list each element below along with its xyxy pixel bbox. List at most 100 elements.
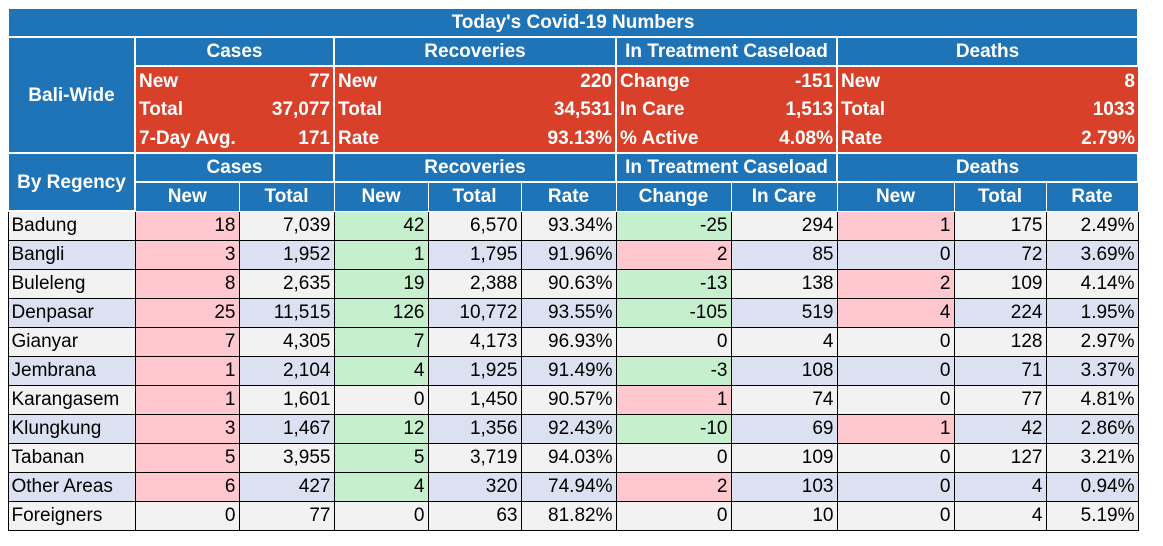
deaths-new: 0 [836,500,955,531]
recoveries-total: 10,772 [427,297,522,328]
death-rate: 1.95% [1045,297,1139,328]
column-header: New [134,181,240,212]
column-header: Total [238,181,335,212]
death-rate: 0.94% [1045,471,1139,502]
summary-label: New [134,66,239,95]
in-care: 85 [730,239,838,270]
recoveries-new: 4 [333,471,429,502]
table-row: Other Areas 6 427 4 320 74.94% 2 103 0 4 0.94% [7,471,1139,502]
table-row: Badung 18 7,039 42 6,570 93.34% -25 294 1 175 2.49… [7,210,1139,241]
table-row: Denpasar 25 11,515 126 10,772 93.55% -105 519 4 2… [7,297,1139,328]
deaths-new: 1 [836,210,955,241]
group-header-deaths: Deaths [836,152,1139,183]
recovery-rate: 74.94% [520,471,617,502]
deaths-new: 0 [836,326,955,357]
group-header-cases: Cases [134,36,335,67]
deaths-total: 77 [953,384,1047,415]
treatment-change: 2 [615,239,732,270]
recoveries-total: 6,570 [427,210,522,241]
death-rate: 3.37% [1045,355,1139,386]
deaths-new: 0 [836,239,955,270]
summary-value: 171 [239,124,334,153]
recoveries-new: 5 [333,442,429,473]
cases-total: 77 [238,500,335,531]
summary-label: Rate [333,124,428,153]
deaths-new: 0 [836,442,955,473]
summary-value: 77 [239,66,334,95]
deaths-total: 4 [953,471,1047,502]
cases-total: 4,305 [238,326,335,357]
treatment-change: -25 [615,210,732,241]
column-header: Rate [1045,181,1139,212]
column-header: Rate [520,181,617,212]
column-header: Change [615,181,732,212]
cases-total: 1,601 [238,384,335,415]
cases-new: 8 [134,268,240,299]
in-care: 69 [730,413,838,444]
death-rate: 3.69% [1045,239,1139,270]
recoveries-new: 0 [333,500,429,531]
deaths-new: 0 [836,471,955,502]
cases-total: 11,515 [238,297,335,328]
summary-value: 34,531 [428,95,616,124]
death-rate: 4.81% [1045,384,1139,415]
cases-new: 25 [134,297,240,328]
in-care: 519 [730,297,838,328]
summary-label: Total [134,95,239,124]
recovery-rate: 90.63% [520,268,617,299]
covid-numbers-table: Today's Covid-19 Numbers Bali-Wide Cases… [7,7,1139,531]
treatment-change: 1 [615,384,732,415]
column-header: Total [953,181,1047,212]
summary-value: 4.08% [731,124,837,153]
recoveries-new: 1 [333,239,429,270]
column-header: New [836,181,955,212]
regency-name: Other Areas [7,471,136,502]
group-header-recoveries: Recoveries [333,152,617,183]
cases-total: 2,635 [238,268,335,299]
cases-new: 0 [134,500,240,531]
recoveries-new: 42 [333,210,429,241]
death-rate: 2.49% [1045,210,1139,241]
table-row: Buleleng 8 2,635 19 2,388 90.63% -13 138 2 109 4.1… [7,268,1139,299]
cases-new: 3 [134,413,240,444]
in-care: 10 [730,500,838,531]
deaths-total: 224 [953,297,1047,328]
recovery-rate: 91.96% [520,239,617,270]
table-row: Foreigners 0 77 0 63 81.82% 0 10 0 4 5.19% [7,500,1139,531]
recoveries-new: 12 [333,413,429,444]
recoveries-new: 4 [333,355,429,386]
deaths-total: 127 [953,442,1047,473]
group-header-treatment: In Treatment Caseload [615,152,838,183]
summary-label: In Care [615,95,731,124]
in-care: 108 [730,355,838,386]
cases-total: 3,955 [238,442,335,473]
table-row: Bangli 3 1,952 1 1,795 91.96% 2 85 0 72 3.69% [7,239,1139,270]
cases-total: 2,104 [238,355,335,386]
summary-value: 2.79% [1046,124,1138,153]
cases-total: 1,952 [238,239,335,270]
recoveries-total: 4,173 [427,326,522,357]
death-rate: 2.86% [1045,413,1139,444]
table-row: Karangasem 1 1,601 0 1,450 90.57% 1 74 0 77 4.81% [7,384,1139,415]
recovery-rate: 91.49% [520,355,617,386]
group-header-treatment: In Treatment Caseload [615,36,838,67]
treatment-change: -3 [615,355,732,386]
bali-wide-row: 7-Day Avg. 171 Rate 93.13% % Active 4.08… [8,124,1138,153]
recoveries-total: 1,925 [427,355,522,386]
treatment-change: 0 [615,442,732,473]
cases-total: 1,467 [238,413,335,444]
regency-name: Klungkung [7,413,136,444]
regency-name: Karangasem [7,384,136,415]
table-title: Today's Covid-19 Numbers [7,7,1139,38]
summary-label: Total [333,95,428,124]
cases-new: 1 [134,384,240,415]
deaths-total: 42 [953,413,1047,444]
death-rate: 3.21% [1045,442,1139,473]
recovery-rate: 94.03% [520,442,617,473]
cases-new: 5 [134,442,240,473]
group-header-deaths: Deaths [836,36,1139,67]
summary-value: -151 [731,66,837,95]
cases-new: 18 [134,210,240,241]
deaths-total: 109 [953,268,1047,299]
regency-name: Gianyar [7,326,136,357]
